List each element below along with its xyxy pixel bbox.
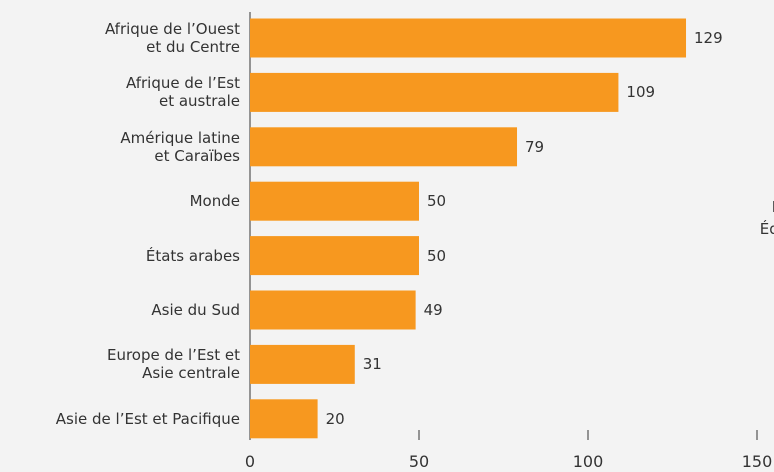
- value-label: 20: [325, 409, 345, 428]
- bar: [250, 72, 619, 112]
- bar: [250, 290, 416, 330]
- value-label: 50: [427, 246, 447, 265]
- x-tick-label: 100: [572, 452, 604, 471]
- y-tick-label: Afrique de l’Ouest et du Centre: [104, 20, 240, 56]
- value-label: 79: [525, 137, 545, 156]
- x-tick-label: 50: [408, 452, 430, 471]
- value-label: 129: [694, 29, 723, 47]
- bar: [250, 18, 687, 58]
- value-label: 31: [362, 355, 382, 374]
- bar: [250, 181, 419, 221]
- value-label: 109: [626, 83, 656, 102]
- y-tick-label: Monde: [189, 192, 240, 211]
- x-tick-label: 150: [741, 452, 773, 471]
- annotation: I Édu: [759, 198, 774, 238]
- bar: [250, 344, 355, 384]
- bar: [250, 399, 318, 439]
- x-tick-label: 0: [244, 452, 256, 471]
- bar: [250, 236, 419, 276]
- y-tick-label: Afrique de l’Est et australe: [126, 74, 240, 111]
- value-label: 49: [423, 301, 443, 319]
- bar: [250, 127, 518, 167]
- y-tick-label: Europe de l’Est et Asie centrale: [106, 346, 240, 383]
- y-tick-label: États arabes: [145, 246, 240, 265]
- y-tick-label: Amérique latine et Caraïbes: [120, 128, 240, 165]
- y-tick-label: Asie du Sud: [151, 301, 240, 319]
- y-tick-label: Asie de l’Est et Pacifique: [55, 409, 240, 428]
- value-label: 50: [427, 192, 447, 211]
